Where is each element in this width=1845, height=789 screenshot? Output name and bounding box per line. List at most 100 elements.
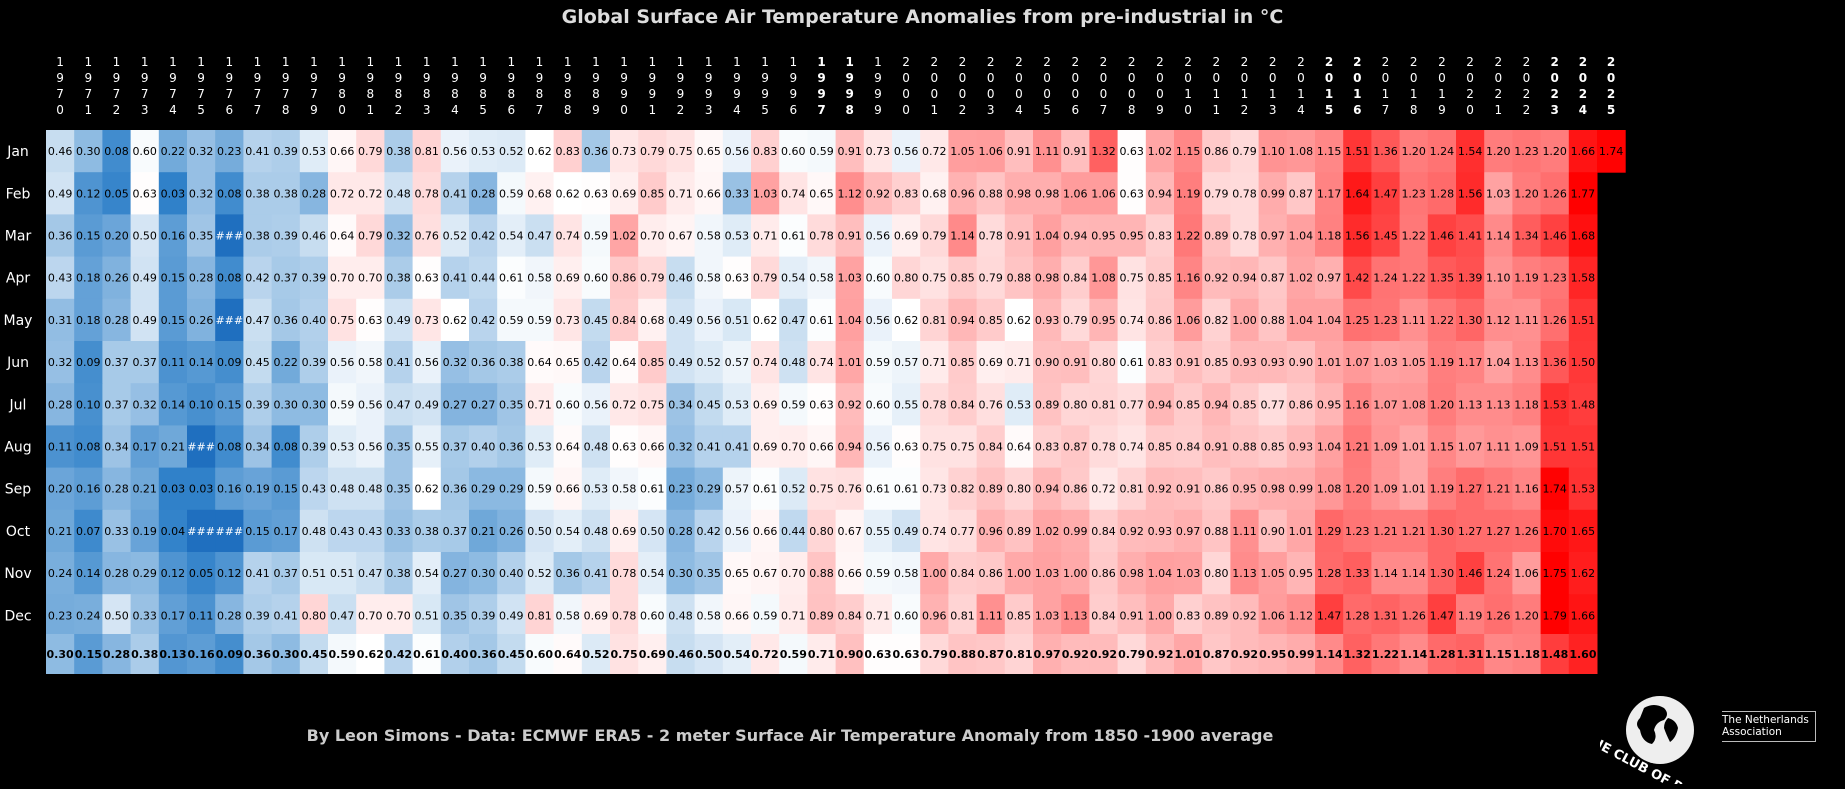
cell-value: 0.71 xyxy=(922,356,947,369)
heatmap-cell xyxy=(74,594,103,637)
cell-value: 1.04 xyxy=(1035,230,1060,243)
cell-value: 0.58 xyxy=(894,567,919,580)
annual-cell xyxy=(1512,634,1542,674)
heatmap-cell xyxy=(863,341,893,384)
cell-value: 0.39 xyxy=(245,609,270,622)
heatmap-cell xyxy=(299,467,329,511)
heatmap-cell xyxy=(1230,594,1260,637)
cell-value: 0.78 xyxy=(809,230,834,243)
heatmap-cell xyxy=(1399,383,1429,426)
heatmap-cell xyxy=(130,552,160,595)
cell-value: 0.33 xyxy=(386,525,411,538)
cell-value: 0.45 xyxy=(245,356,270,369)
cell-value: 0.03 xyxy=(189,483,214,496)
cell-value: 0.94 xyxy=(1232,272,1257,285)
heatmap-cell xyxy=(1202,467,1231,511)
cell-value: 1.66 xyxy=(1571,145,1596,158)
heatmap-cell xyxy=(779,467,808,511)
cell-value: 0.56 xyxy=(866,230,891,243)
cell-value: 0.15 xyxy=(161,272,186,285)
cell-value: 0.71 xyxy=(668,187,693,200)
cell-value: 0.66 xyxy=(330,145,355,158)
heatmap-cell xyxy=(1089,298,1119,342)
heatmap-cell xyxy=(1456,594,1485,637)
heatmap-cell xyxy=(299,509,329,553)
heatmap-cell xyxy=(46,172,75,215)
heatmap-cell xyxy=(412,383,442,426)
heatmap-cell xyxy=(553,467,583,511)
heatmap-cell xyxy=(1230,298,1260,342)
cell-value: 0.57 xyxy=(725,356,750,369)
cell-value: 0.59 xyxy=(330,398,355,411)
cell-value: 0.85 xyxy=(1176,398,1201,411)
heatmap-cell xyxy=(243,467,273,511)
heatmap-cell xyxy=(271,467,301,511)
cell-value: 0.60 xyxy=(781,145,806,158)
heatmap-cell xyxy=(1286,341,1316,384)
cell-value: 1.30 xyxy=(1430,567,1455,580)
cell-value: 0.36 xyxy=(48,230,73,243)
cell-value: 0.84 xyxy=(1091,609,1116,622)
cell-value: 0.32 xyxy=(132,398,157,411)
heatmap-cell xyxy=(356,130,385,173)
cell-value: 0.95 xyxy=(1091,314,1116,327)
cell-value: 0.89 xyxy=(978,483,1003,496)
heatmap-cell xyxy=(1117,341,1147,384)
heatmap-cell xyxy=(1202,509,1231,553)
heatmap-cell xyxy=(271,594,301,637)
cell-value: 0.49 xyxy=(499,609,524,622)
cell-value: 0.49 xyxy=(668,314,693,327)
cell-value: 1.28 xyxy=(1430,187,1455,200)
heatmap-cell xyxy=(1145,552,1175,595)
cell-value: 0.93 xyxy=(1232,356,1257,369)
annual-cell xyxy=(1174,634,1203,674)
cell-value: 0.15 xyxy=(76,230,101,243)
heatmap-cell xyxy=(328,425,357,469)
annual-value: 0.79 xyxy=(1118,648,1145,661)
heatmap-cell xyxy=(1568,425,1598,469)
cell-value: 0.48 xyxy=(358,483,383,496)
heatmap-cell xyxy=(779,509,808,553)
heatmap-cell xyxy=(1540,256,1570,300)
cell-value: 1.05 xyxy=(950,145,975,158)
heatmap-cell xyxy=(1258,130,1288,173)
cell-value: 0.61 xyxy=(1119,356,1144,369)
cell-value: 0.61 xyxy=(781,230,806,243)
cell-value: 0.85 xyxy=(640,356,665,369)
cell-value: 0.35 xyxy=(386,483,411,496)
cell-value: 0.71 xyxy=(866,609,891,622)
heatmap-cell xyxy=(1568,130,1598,173)
cell-value: 0.49 xyxy=(132,272,157,285)
cell-value: 0.27 xyxy=(443,398,468,411)
cell-value: 0.98 xyxy=(1260,483,1285,496)
cell-value: 1.48 xyxy=(1571,398,1596,411)
cell-value: 0.91 xyxy=(837,230,862,243)
heatmap-cell xyxy=(1427,214,1457,258)
annual-value: 0.64 xyxy=(554,648,581,661)
heatmap-cell xyxy=(1061,172,1090,215)
heatmap-cell xyxy=(215,467,244,511)
heatmap-cell xyxy=(243,425,273,469)
cell-value: 0.56 xyxy=(358,441,383,454)
heatmap-cell xyxy=(1315,298,1344,342)
cell-value: 1.27 xyxy=(1458,525,1483,538)
chart-title: Global Surface Air Temperature Anomalies… xyxy=(561,6,1284,28)
heatmap-cell xyxy=(751,298,780,342)
heatmap-cell xyxy=(1286,130,1316,173)
cell-value: 0.88 xyxy=(1260,314,1285,327)
cell-value: 1.01 xyxy=(1289,525,1314,538)
cell-value: 0.12 xyxy=(76,187,101,200)
heatmap-cell xyxy=(751,256,780,300)
cell-value: 0.30 xyxy=(273,398,298,411)
cell-value: 0.11 xyxy=(161,356,186,369)
heatmap-cell xyxy=(187,425,216,469)
heatmap-cell xyxy=(722,425,752,469)
cell-value: 0.74 xyxy=(922,525,947,538)
cell-value: 0.65 xyxy=(809,187,834,200)
heatmap-cell xyxy=(581,214,611,258)
heatmap-cell xyxy=(553,594,583,637)
cell-value: 0.37 xyxy=(104,398,129,411)
